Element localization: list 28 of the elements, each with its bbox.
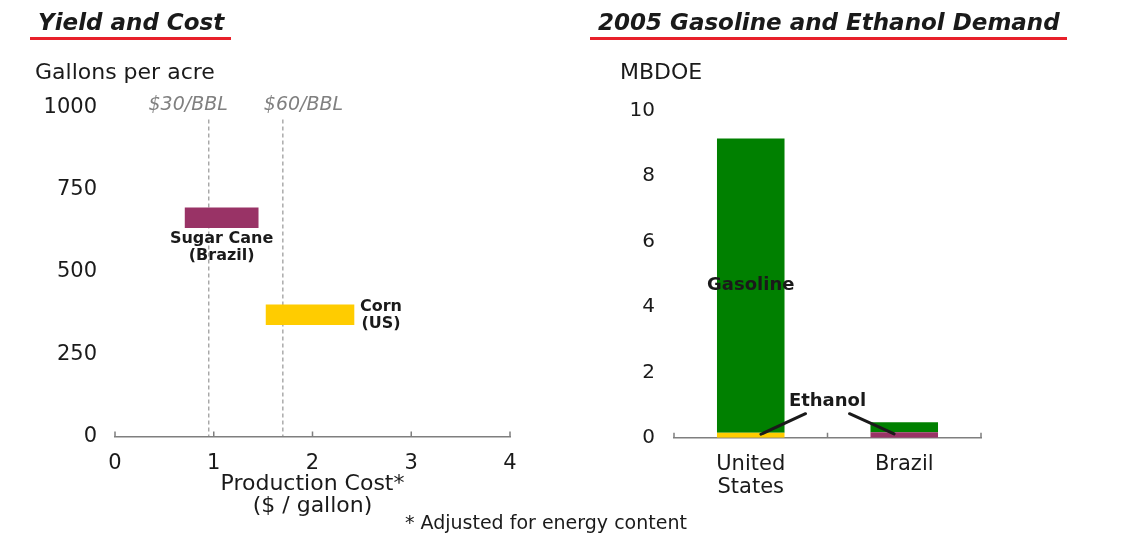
x-tick-label: Brazil (874, 450, 934, 475)
y-tick-label: 6 (642, 227, 655, 252)
chart-title: 2005 Gasoline and Ethanol Demand (590, 9, 1067, 40)
chart-title: Yield and Cost (30, 9, 232, 40)
y-tick-label: 8 (642, 162, 655, 187)
bar (870, 422, 939, 433)
y-tick-label: 10 (629, 96, 655, 121)
y-axis-title: MBDOE (620, 58, 703, 84)
y-tick-label: 0 (642, 423, 655, 448)
x-tick-label: 4 (503, 449, 517, 474)
y-tick-label: 1000 (43, 93, 97, 118)
text: * Adjusted for energy content (405, 511, 687, 533)
y-tick-label: 0 (83, 422, 97, 447)
y-axis-title: Gallons per acre (35, 58, 215, 84)
x-tick-label: 1 (207, 449, 221, 474)
y-tick-label: 4 (642, 293, 655, 318)
x-tick-label: 3 (404, 449, 418, 474)
x-tick-label: United States (716, 450, 786, 498)
ref-line-label: $30/BBL (148, 92, 228, 115)
y-tick-label: 250 (56, 340, 97, 365)
ref-line-label: $60/BBL (263, 92, 344, 115)
y-tick-label: 2 (642, 358, 655, 383)
series-label: Ethanol (788, 389, 867, 411)
y-tick-label: 500 (56, 258, 97, 283)
y-tick-label: 750 (56, 176, 97, 201)
series-label: Corn (US) (359, 296, 402, 333)
series-label: Sugar Cane (Brazil) (169, 227, 274, 264)
x-tick-label: 0 (108, 449, 122, 474)
